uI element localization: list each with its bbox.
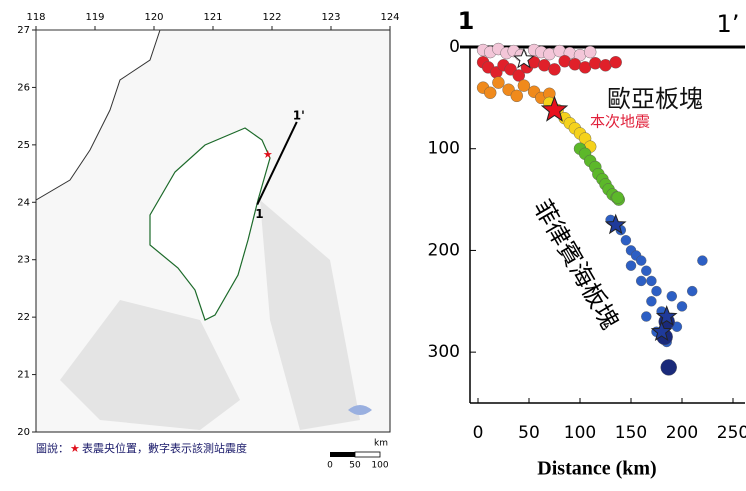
scale-label: 0 bbox=[327, 461, 333, 471]
scale-unit: km bbox=[374, 439, 388, 449]
lat-tick-label: 20 bbox=[17, 427, 30, 438]
cross-section-chart: 1 1’ 歐亞板塊 本次地震 菲律賓海板塊 Distance (km) 0 50 1… bbox=[428, 7, 746, 480]
y-tick-label: 100 bbox=[428, 139, 460, 159]
quake-point bbox=[697, 255, 708, 266]
plate-label: 歐亞板塊 bbox=[607, 85, 703, 113]
quake-point bbox=[641, 265, 652, 276]
lat-tick-label: 22 bbox=[17, 312, 30, 323]
quake-point bbox=[646, 275, 657, 287]
quake-point bbox=[646, 296, 657, 307]
quake-point bbox=[641, 311, 652, 322]
quake-point bbox=[660, 359, 677, 376]
star-event bbox=[655, 305, 678, 326]
taiwan-island bbox=[149, 127, 271, 321]
quake-point bbox=[517, 79, 531, 92]
x-tick-label: 50 bbox=[518, 423, 540, 443]
quake-point bbox=[651, 285, 662, 297]
x-axis-title: Distance (km) bbox=[537, 458, 656, 480]
lat-tick-label: 24 bbox=[17, 197, 30, 208]
event-label: 本次地震 bbox=[590, 113, 650, 131]
y-tick-label: 300 bbox=[428, 342, 460, 362]
quake-point bbox=[484, 86, 497, 99]
profile-start-label: 1 bbox=[458, 7, 475, 35]
scale-label: 100 bbox=[371, 461, 388, 471]
quake-point bbox=[636, 275, 647, 287]
caption-text: 表震央位置，數字表示該測站震度 bbox=[82, 441, 247, 455]
epicenter: ★ bbox=[263, 148, 273, 161]
logo bbox=[348, 405, 372, 415]
quake-point bbox=[609, 56, 622, 69]
x-tick-label: 250 bbox=[717, 423, 746, 443]
map: 118 119 120 121 122 123 124 20 21 22 23 24 25 26 27 1 1'… bbox=[17, 12, 399, 471]
quake-point bbox=[687, 285, 698, 297]
lat-tick-label: 21 bbox=[17, 370, 30, 381]
x-tick-label: 0 bbox=[473, 423, 484, 443]
lat-tick-label: 23 bbox=[17, 255, 30, 266]
quake-point bbox=[584, 45, 597, 59]
scale-label: 50 bbox=[349, 461, 361, 471]
quake-point bbox=[548, 63, 561, 76]
star-event bbox=[650, 320, 673, 342]
x-tick-label: 100 bbox=[564, 423, 596, 443]
profile-line bbox=[256, 121, 298, 206]
lon-tick-label: 119 bbox=[85, 12, 104, 23]
star-event bbox=[540, 95, 569, 122]
profile-label: 1' bbox=[293, 108, 305, 122]
quake-point bbox=[589, 57, 602, 70]
profile-end-label: 1’ bbox=[717, 10, 740, 38]
star-event bbox=[513, 47, 535, 69]
quake-point bbox=[492, 76, 505, 89]
scale-bar bbox=[330, 452, 355, 457]
scale-bar bbox=[354, 451, 381, 458]
quake-point bbox=[510, 89, 523, 103]
lat-tick-label: 25 bbox=[17, 140, 30, 151]
lon-tick-label: 121 bbox=[203, 12, 222, 23]
x-tick-label: 200 bbox=[666, 423, 698, 443]
relief bbox=[60, 200, 360, 430]
lon-tick-label: 123 bbox=[321, 12, 340, 23]
quake-point bbox=[512, 69, 525, 82]
china-coast bbox=[35, 29, 161, 201]
quake-point bbox=[620, 235, 632, 246]
lon-tick-label: 118 bbox=[26, 12, 45, 23]
star-event bbox=[604, 213, 627, 235]
quake-point bbox=[625, 260, 637, 271]
profile-label: 1 bbox=[255, 207, 263, 221]
quake-point bbox=[666, 291, 677, 302]
quake-point bbox=[676, 301, 688, 312]
caption-star: ★ bbox=[70, 442, 80, 455]
y-tick-label: 0 bbox=[449, 37, 460, 57]
quake-point bbox=[636, 255, 647, 266]
lon-tick-label: 122 bbox=[262, 12, 281, 23]
caption-prefix: 圖說： bbox=[36, 441, 69, 455]
lat-tick-label: 26 bbox=[17, 82, 30, 93]
lon-tick-label: 124 bbox=[380, 12, 399, 23]
lon-tick-label: 120 bbox=[144, 12, 163, 23]
quake-point bbox=[611, 191, 624, 204]
x-tick-label: 150 bbox=[615, 423, 647, 443]
y-tick-label: 200 bbox=[428, 240, 460, 260]
lat-tick-label: 27 bbox=[17, 25, 30, 36]
